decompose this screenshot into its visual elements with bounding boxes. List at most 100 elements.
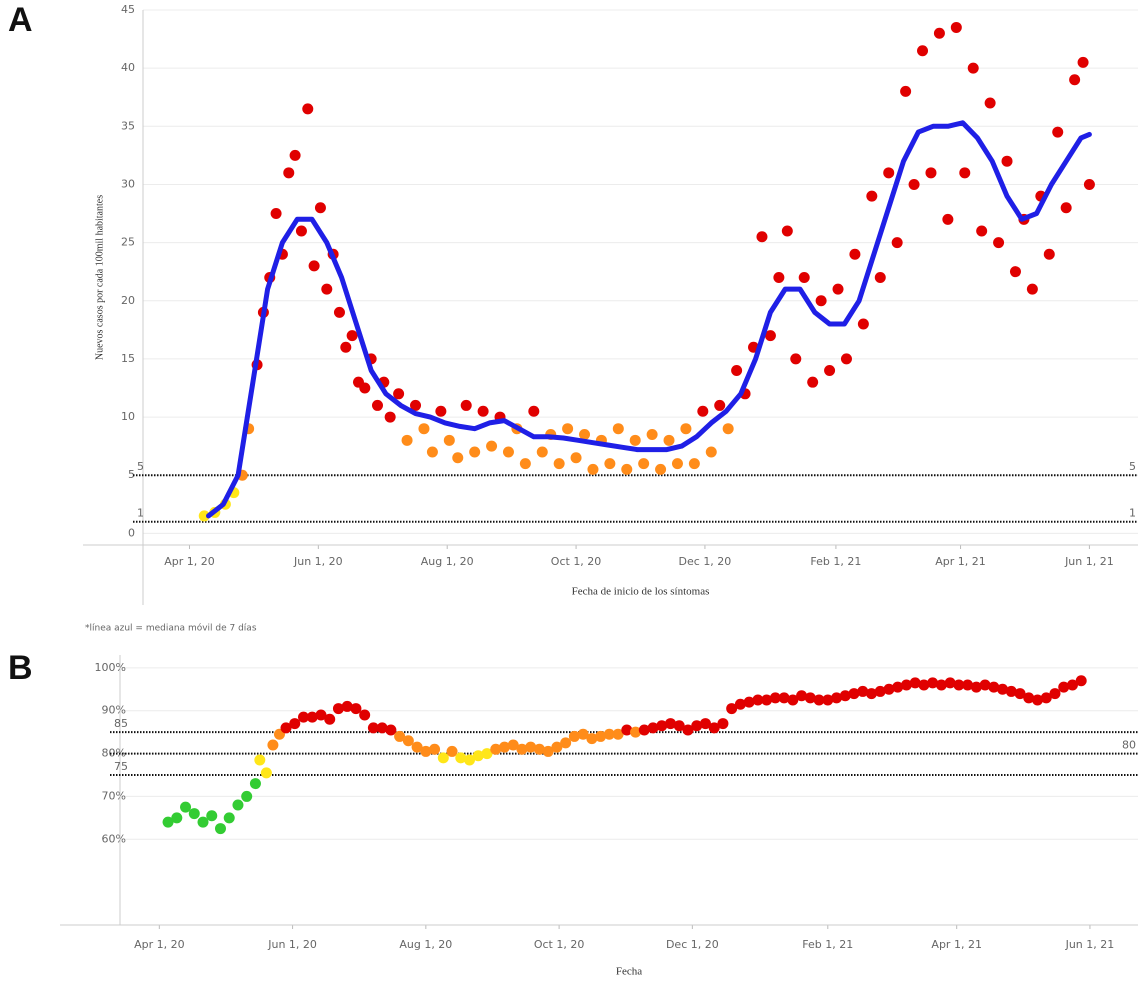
point bbox=[655, 463, 667, 475]
point bbox=[673, 720, 685, 732]
point bbox=[984, 97, 996, 109]
point bbox=[180, 801, 192, 813]
point bbox=[579, 429, 591, 441]
point bbox=[962, 679, 974, 691]
point bbox=[206, 810, 218, 822]
point bbox=[959, 167, 971, 179]
point bbox=[332, 703, 344, 715]
reference-label: 75 bbox=[114, 760, 128, 773]
point bbox=[560, 737, 572, 749]
point bbox=[778, 692, 790, 704]
y-tick-label: 5 bbox=[128, 468, 135, 481]
point bbox=[603, 728, 615, 740]
point bbox=[528, 405, 540, 417]
point bbox=[1023, 692, 1035, 704]
point bbox=[241, 790, 253, 802]
point bbox=[254, 754, 266, 766]
point bbox=[638, 458, 650, 470]
point bbox=[935, 679, 947, 691]
point bbox=[832, 283, 844, 295]
point bbox=[371, 399, 383, 411]
point bbox=[612, 423, 624, 435]
point bbox=[621, 463, 633, 475]
point bbox=[831, 692, 843, 704]
point bbox=[665, 718, 677, 730]
point bbox=[874, 685, 886, 697]
point bbox=[586, 733, 598, 745]
point bbox=[260, 767, 272, 779]
point bbox=[249, 778, 261, 790]
point bbox=[280, 722, 292, 734]
point bbox=[857, 318, 869, 330]
point bbox=[950, 21, 962, 33]
point bbox=[874, 272, 886, 283]
point bbox=[333, 306, 345, 318]
point bbox=[787, 694, 799, 706]
point bbox=[197, 816, 209, 828]
point bbox=[267, 739, 279, 751]
point bbox=[321, 283, 333, 295]
y-tick-label: 45 bbox=[121, 3, 135, 16]
point bbox=[979, 679, 991, 691]
x-tick-label: Jun 1, 21 bbox=[1065, 938, 1115, 951]
point bbox=[769, 692, 781, 704]
y-tick-label: 40 bbox=[121, 61, 135, 74]
y-tick-label: 35 bbox=[121, 119, 135, 132]
point bbox=[570, 452, 582, 464]
point bbox=[773, 272, 785, 283]
point bbox=[446, 745, 458, 757]
point bbox=[1058, 681, 1070, 693]
point bbox=[477, 405, 489, 417]
point bbox=[743, 696, 755, 708]
x-tick-label: Oct 1, 20 bbox=[534, 938, 585, 951]
point bbox=[232, 799, 244, 811]
point bbox=[997, 683, 1009, 695]
point bbox=[460, 399, 472, 411]
y-tick-label: 25 bbox=[121, 236, 135, 249]
point bbox=[486, 440, 498, 452]
point bbox=[944, 677, 956, 689]
point bbox=[752, 694, 764, 706]
point bbox=[900, 679, 912, 691]
point bbox=[933, 27, 945, 39]
point bbox=[1069, 74, 1081, 86]
point bbox=[840, 353, 852, 365]
point bbox=[697, 405, 709, 417]
point bbox=[519, 458, 531, 470]
reference-label: 1 bbox=[137, 507, 144, 520]
point bbox=[918, 679, 930, 691]
point bbox=[714, 399, 726, 411]
point bbox=[848, 688, 860, 700]
point bbox=[1040, 692, 1052, 704]
point bbox=[289, 149, 301, 161]
point bbox=[682, 724, 694, 736]
point bbox=[908, 178, 920, 190]
point bbox=[402, 735, 414, 747]
x-tick-label: Apr 1, 21 bbox=[935, 555, 986, 568]
point bbox=[350, 703, 362, 715]
point bbox=[1005, 685, 1017, 697]
x-tick-label: Jun 1, 21 bbox=[1064, 555, 1114, 568]
point bbox=[502, 446, 514, 458]
point bbox=[970, 681, 982, 693]
point bbox=[798, 272, 810, 283]
point bbox=[393, 388, 405, 400]
point bbox=[988, 681, 1000, 693]
point bbox=[367, 722, 379, 734]
point bbox=[426, 446, 438, 458]
reference-label: 85 bbox=[114, 717, 128, 730]
point bbox=[270, 208, 282, 220]
point bbox=[656, 720, 668, 732]
y-tick-label: 90% bbox=[102, 704, 126, 717]
x-tick-label: Aug 1, 20 bbox=[399, 938, 452, 951]
point bbox=[1049, 688, 1061, 700]
point bbox=[917, 45, 929, 57]
point bbox=[646, 429, 658, 441]
point bbox=[533, 743, 545, 755]
point bbox=[315, 709, 327, 721]
panel-label: A bbox=[8, 1, 33, 39]
reference-label: 5 bbox=[137, 460, 144, 473]
point bbox=[849, 248, 861, 260]
x-tick-label: Jun 1, 20 bbox=[267, 938, 317, 951]
point bbox=[839, 690, 851, 702]
